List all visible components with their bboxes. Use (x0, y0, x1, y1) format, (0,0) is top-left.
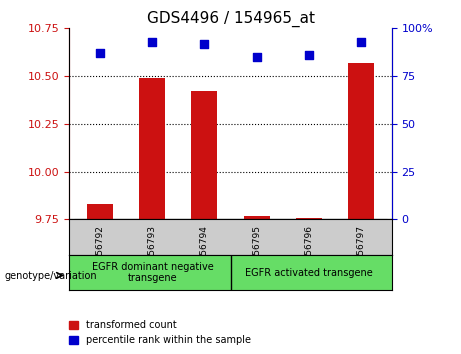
Text: GSM856795: GSM856795 (252, 225, 261, 280)
Point (305, 52, 312, 58)
Point (97, 50, 104, 56)
Point (201, 41, 208, 46)
Bar (348, 63, 373, 219)
Text: genotype/variation: genotype/variation (5, 271, 97, 281)
Bar (243, 216, 270, 219)
Title: GDS4496 / 154965_at: GDS4496 / 154965_at (147, 11, 314, 27)
Text: GSM856796: GSM856796 (304, 225, 313, 280)
Point (357, 39, 364, 45)
Bar (296, 218, 322, 219)
Text: EGFR dominant negative
transgene: EGFR dominant negative transgene (92, 262, 213, 284)
Text: EGFR activated transgene: EGFR activated transgene (245, 268, 372, 278)
Legend: transformed count, percentile rank within the sample: transformed count, percentile rank withi… (65, 316, 255, 349)
Point (149, 39, 156, 45)
Text: GSM856797: GSM856797 (356, 225, 365, 280)
Bar (191, 91, 218, 219)
Bar (139, 78, 165, 219)
Bar (88, 204, 113, 219)
Text: GSM856792: GSM856792 (96, 225, 105, 280)
Point (253, 54, 260, 60)
Text: GSM856794: GSM856794 (200, 225, 209, 280)
Text: GSM856793: GSM856793 (148, 225, 157, 280)
